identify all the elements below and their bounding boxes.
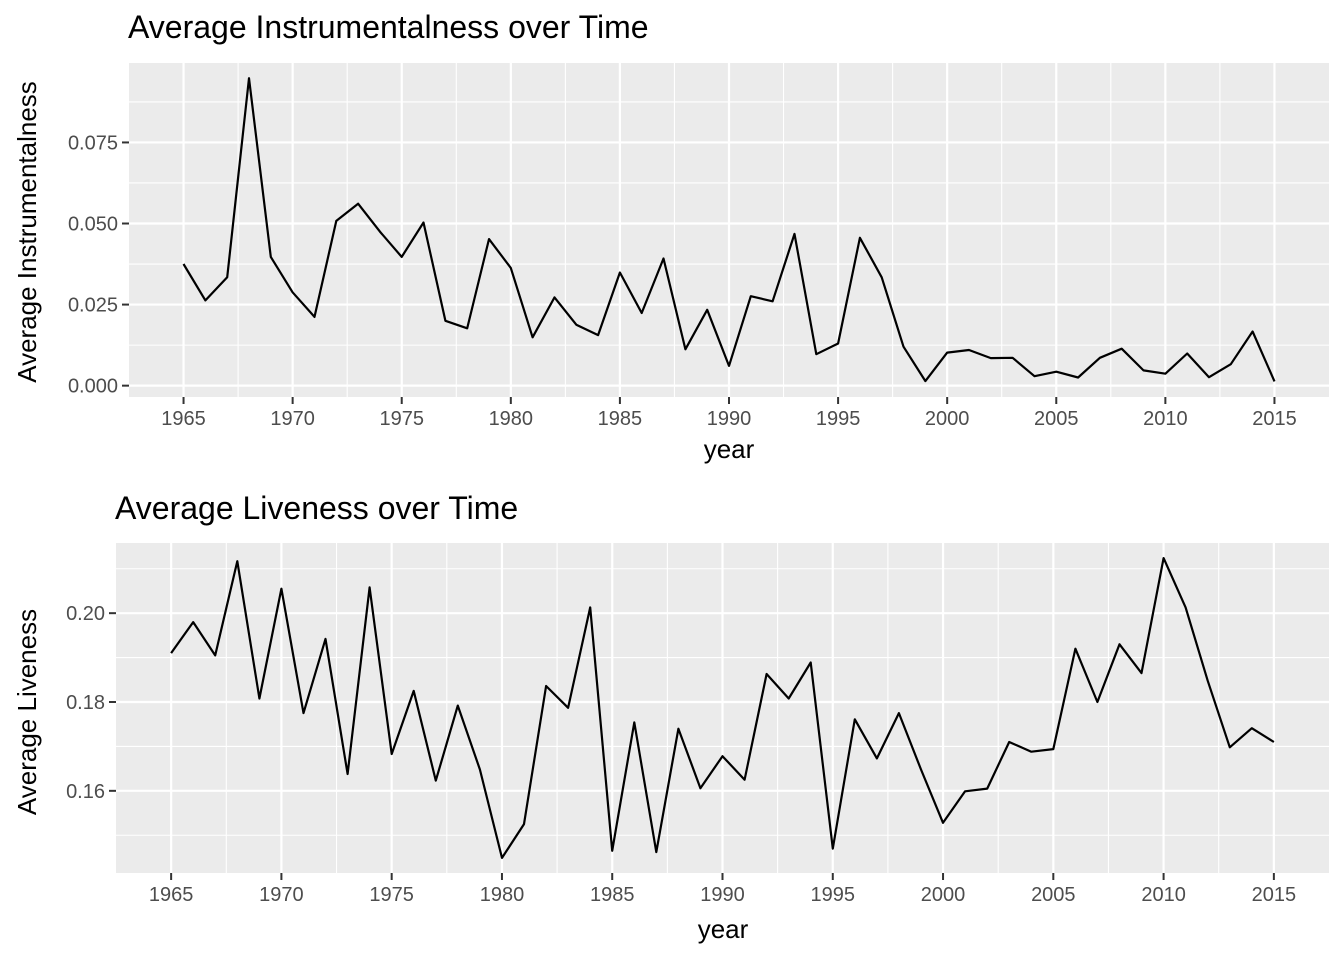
y-tick-label: 0.16 xyxy=(66,781,105,803)
x-tick-label: 2000 xyxy=(925,408,970,430)
y-tick-label: 0.20 xyxy=(66,603,105,625)
x-tick-label: 1970 xyxy=(259,884,304,906)
liveness-chart: Average Liveness over Time 0.16 0.18 0.2… xyxy=(12,490,1329,944)
series-line xyxy=(182,77,1276,383)
instrumentalness-chart: Average Instrumentalness over Time 0.000… xyxy=(12,9,1329,464)
x-tick-label: 1965 xyxy=(149,884,194,906)
y-axis-title: Average Liveness xyxy=(12,609,42,815)
axis-ticks xyxy=(109,612,1275,880)
x-tick-label: 1985 xyxy=(598,408,643,430)
x-tick-label: 1980 xyxy=(480,884,525,906)
x-tick-label: 2010 xyxy=(1143,408,1188,430)
x-tick-label: 1995 xyxy=(811,884,856,906)
x-tick-label: 2010 xyxy=(1141,884,1186,906)
x-tick-label: 1985 xyxy=(590,884,635,906)
x-tick-label: 1990 xyxy=(707,408,752,430)
x-tick-label: 2015 xyxy=(1252,408,1297,430)
x-axis-title: year xyxy=(698,914,749,944)
y-axis-title: Average Instrumentalness xyxy=(12,81,42,383)
x-tick-label: 1970 xyxy=(270,408,315,430)
x-tick-label: 1980 xyxy=(489,408,534,430)
grid-lines xyxy=(129,63,1329,397)
x-tick-label: 2015 xyxy=(1252,884,1297,906)
chart-title: Average Instrumentalness over Time xyxy=(128,9,649,45)
x-tick-label: 2005 xyxy=(1031,884,1076,906)
x-tick-label: 1995 xyxy=(816,408,861,430)
chart-title: Average Liveness over Time xyxy=(115,490,518,526)
y-tick-label: 0.000 xyxy=(68,376,118,398)
y-tick-labels: 0.000 0.025 0.050 0.075 xyxy=(68,132,118,397)
x-tick-label: 2000 xyxy=(921,884,966,906)
x-tick-labels: 1965 1970 1975 1980 1985 1990 1995 2000 … xyxy=(161,408,1296,430)
x-tick-label: 1975 xyxy=(379,408,424,430)
grid-lines xyxy=(116,543,1329,873)
axis-ticks xyxy=(122,141,1276,404)
x-tick-label: 2005 xyxy=(1034,408,1079,430)
x-tick-label: 1990 xyxy=(700,884,745,906)
y-tick-label: 0.075 xyxy=(68,132,118,154)
y-tick-label: 0.18 xyxy=(66,692,105,714)
x-axis-title: year xyxy=(704,434,755,464)
x-tick-label: 1965 xyxy=(161,408,206,430)
series-line xyxy=(170,556,1275,860)
y-tick-label: 0.050 xyxy=(68,214,118,236)
y-tick-labels: 0.16 0.18 0.20 xyxy=(66,603,105,803)
x-tick-label: 1975 xyxy=(369,884,414,906)
y-tick-label: 0.025 xyxy=(68,295,118,317)
x-tick-labels: 1965 1970 1975 1980 1985 1990 1995 2000 … xyxy=(149,884,1296,906)
